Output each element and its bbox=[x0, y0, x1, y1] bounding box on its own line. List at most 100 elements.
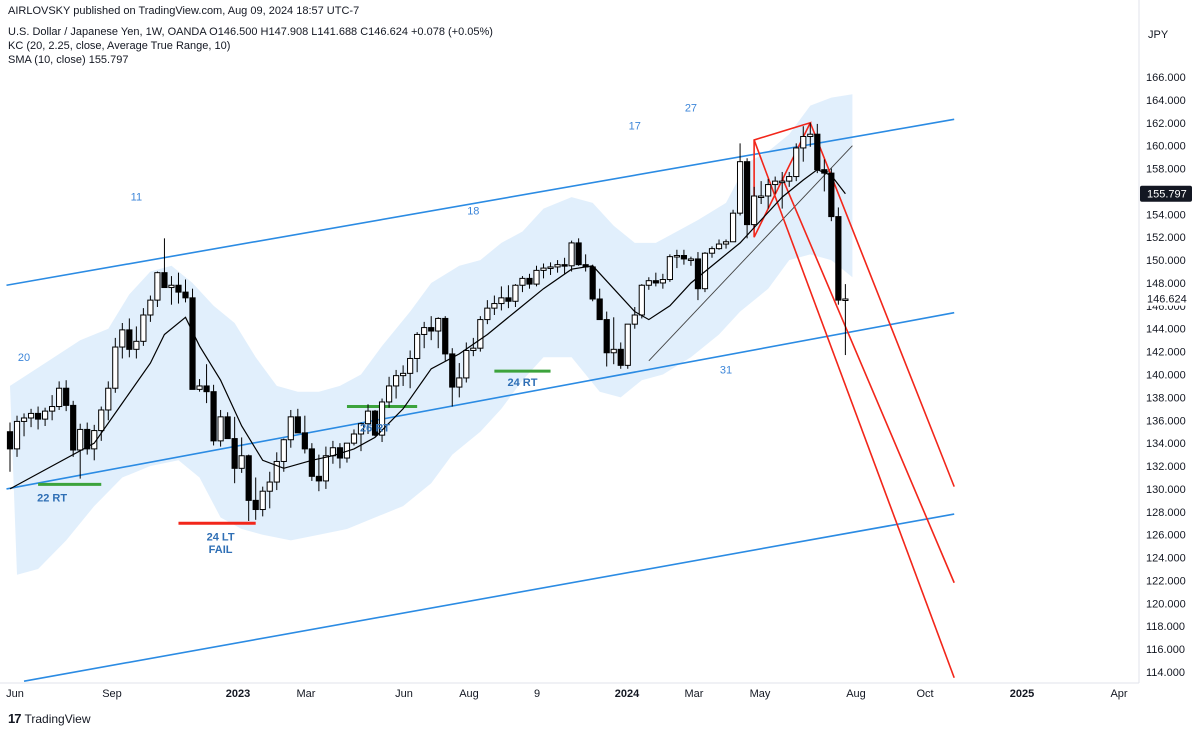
candle[interactable] bbox=[133, 326, 140, 359]
annotation-label[interactable]: 18 bbox=[467, 205, 479, 217]
candle[interactable] bbox=[744, 158, 751, 239]
annotation-label[interactable]: 17 bbox=[629, 121, 641, 133]
candle[interactable] bbox=[512, 284, 519, 307]
candle[interactable] bbox=[540, 263, 547, 279]
candle[interactable] bbox=[554, 260, 561, 273]
annotation-label[interactable]: 22 RT bbox=[37, 493, 67, 505]
candle[interactable] bbox=[645, 277, 652, 290]
candle[interactable] bbox=[842, 284, 849, 356]
candle[interactable] bbox=[751, 186, 758, 229]
candle[interactable] bbox=[687, 256, 695, 266]
candle[interactable] bbox=[617, 342, 624, 369]
candle[interactable] bbox=[245, 454, 252, 521]
candle[interactable] bbox=[519, 276, 526, 293]
candle[interactable] bbox=[224, 412, 231, 440]
candle[interactable] bbox=[322, 446, 329, 489]
candle[interactable] bbox=[793, 143, 800, 182]
candle[interactable] bbox=[736, 143, 744, 216]
time-axis[interactable]: Jun Sep 2023 Mar Jun Aug 9 2024 Mar May Aug Oct 2025… bbox=[6, 688, 1128, 700]
candle[interactable] bbox=[259, 486, 266, 517]
candle[interactable] bbox=[498, 286, 505, 311]
annotation-label[interactable]: 20 bbox=[18, 352, 30, 364]
candle[interactable] bbox=[561, 257, 568, 274]
candle[interactable] bbox=[196, 379, 203, 392]
candle[interactable] bbox=[491, 295, 498, 315]
candle[interactable] bbox=[13, 415, 21, 457]
candle[interactable] bbox=[378, 398, 386, 443]
candle[interactable] bbox=[56, 381, 63, 410]
candle[interactable] bbox=[238, 437, 245, 473]
candle[interactable] bbox=[112, 337, 119, 393]
annotation-label[interactable]: 24 LT bbox=[207, 531, 235, 543]
candle[interactable] bbox=[477, 316, 484, 352]
candle[interactable] bbox=[729, 209, 737, 243]
candle[interactable] bbox=[42, 407, 49, 426]
sma-line[interactable] bbox=[9, 169, 846, 490]
candle[interactable] bbox=[547, 262, 554, 275]
candle[interactable] bbox=[596, 288, 603, 321]
candle[interactable] bbox=[294, 408, 301, 434]
candle[interactable] bbox=[161, 238, 168, 289]
candle[interactable] bbox=[252, 477, 259, 520]
candle[interactable] bbox=[98, 406, 105, 441]
candle[interactable] bbox=[308, 443, 315, 481]
candle[interactable] bbox=[315, 454, 322, 492]
candle[interactable] bbox=[526, 273, 533, 289]
candle[interactable] bbox=[786, 171, 793, 187]
candle[interactable] bbox=[393, 369, 400, 399]
candle[interactable] bbox=[428, 316, 435, 341]
candle[interactable] bbox=[84, 422, 91, 455]
candle[interactable] bbox=[435, 317, 442, 349]
candle[interactable] bbox=[800, 126, 807, 162]
candle[interactable] bbox=[610, 317, 617, 365]
candle[interactable] bbox=[182, 279, 189, 303]
candle[interactable] bbox=[364, 404, 372, 434]
candle[interactable] bbox=[301, 415, 308, 454]
candle[interactable] bbox=[6, 422, 14, 472]
candle[interactable] bbox=[210, 384, 217, 446]
candle[interactable] bbox=[20, 413, 28, 437]
channel-line-2[interactable] bbox=[6, 311, 955, 490]
candle[interactable] bbox=[715, 239, 723, 250]
annotation-label[interactable]: 26 RT bbox=[360, 423, 390, 435]
candle[interactable] bbox=[49, 395, 56, 421]
candle[interactable] bbox=[589, 264, 596, 302]
candle[interactable] bbox=[603, 311, 610, 367]
candle[interactable] bbox=[168, 276, 175, 305]
candle[interactable] bbox=[357, 422, 365, 452]
annotation-label[interactable]: 24 RT bbox=[507, 377, 537, 389]
keltner-legend[interactable]: KC (20, 2.25, close, Average True Range,… bbox=[8, 40, 231, 52]
candle[interactable] bbox=[631, 306, 638, 329]
candle[interactable] bbox=[385, 376, 393, 408]
candle[interactable] bbox=[456, 363, 463, 398]
candle[interactable] bbox=[505, 285, 512, 309]
annotation-label[interactable]: 11 bbox=[131, 192, 142, 204]
candle[interactable] bbox=[175, 272, 182, 304]
candle[interactable] bbox=[828, 168, 835, 222]
candle[interactable] bbox=[722, 239, 730, 249]
candle[interactable] bbox=[659, 273, 666, 289]
pitchfork-line-1[interactable] bbox=[753, 139, 955, 679]
candle[interactable] bbox=[772, 176, 779, 194]
candle[interactable] bbox=[189, 288, 196, 390]
candle[interactable] bbox=[63, 380, 70, 412]
candle[interactable] bbox=[575, 238, 582, 266]
candle[interactable] bbox=[119, 323, 126, 359]
candle[interactable] bbox=[779, 171, 786, 209]
sma-legend[interactable]: SMA (10, close) 155.797 bbox=[8, 54, 129, 66]
annotation-label[interactable]: FAIL bbox=[209, 544, 233, 556]
candle[interactable] bbox=[807, 122, 814, 147]
candle[interactable] bbox=[652, 272, 659, 287]
candle[interactable] bbox=[694, 252, 702, 301]
candle[interactable] bbox=[470, 337, 477, 357]
candle[interactable] bbox=[680, 249, 688, 265]
candle[interactable] bbox=[624, 323, 631, 369]
candle[interactable] bbox=[400, 365, 407, 386]
candle[interactable] bbox=[673, 249, 680, 269]
candle[interactable] bbox=[280, 438, 287, 472]
candle[interactable] bbox=[568, 240, 575, 272]
candle[interactable] bbox=[407, 350, 414, 389]
candle[interactable] bbox=[231, 416, 238, 484]
candle[interactable] bbox=[371, 409, 379, 437]
